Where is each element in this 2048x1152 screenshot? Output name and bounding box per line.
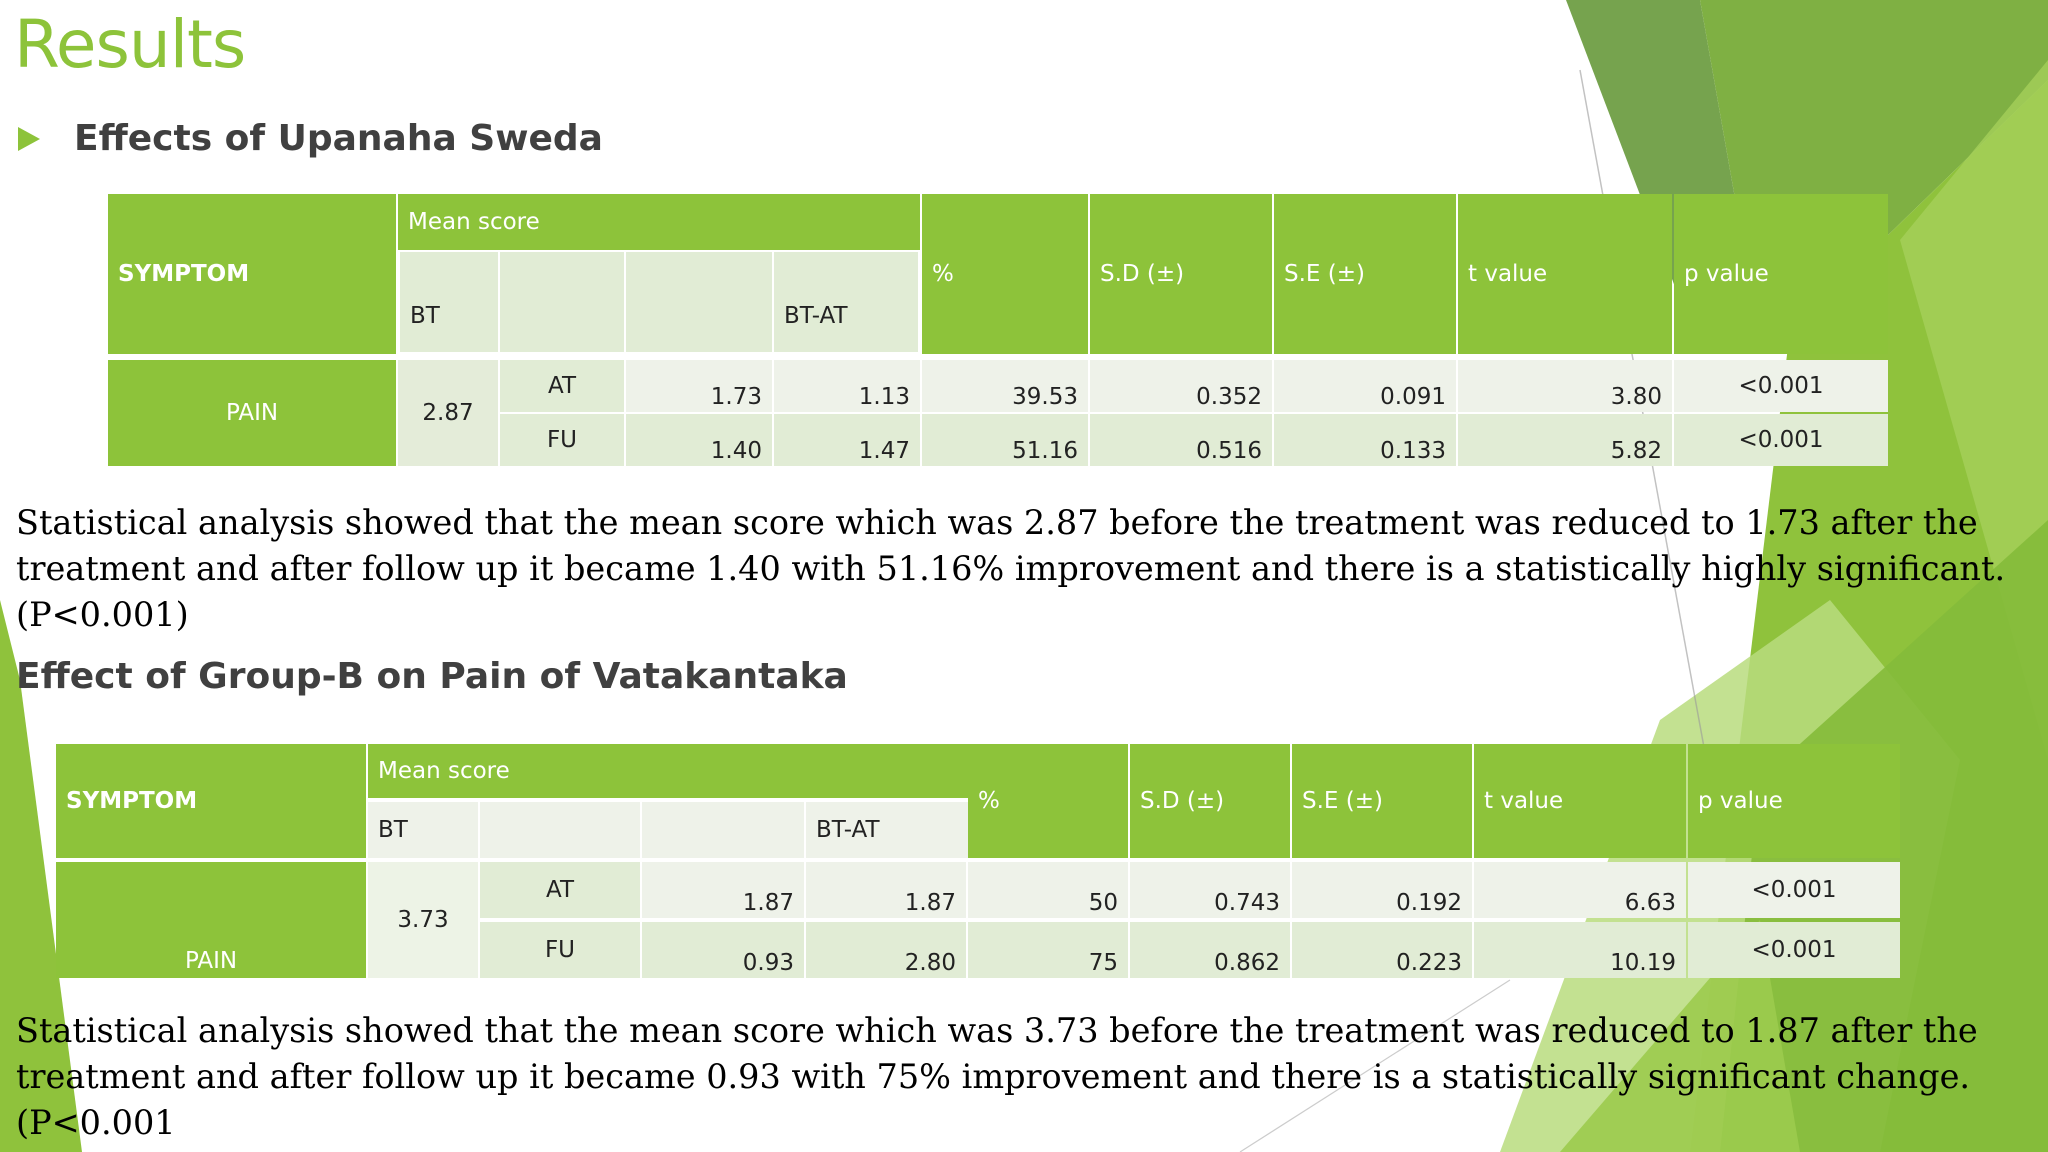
percent-fu: 51.16	[922, 414, 1088, 466]
percent-at: 50	[968, 862, 1128, 918]
header-blank-2	[626, 252, 772, 352]
symptom-pain: PAIN	[56, 862, 366, 978]
sd-at: 0.352	[1090, 360, 1272, 412]
p-fu: <0.001	[1674, 414, 1888, 466]
header-percent-cell: %	[968, 744, 1128, 858]
header-se: S.E (±)	[1274, 194, 1456, 354]
header-se: S.E (±)	[1292, 744, 1472, 858]
row-label-fu: FU	[500, 414, 624, 466]
row-label-fu: FU	[480, 922, 640, 978]
row-label-at: AT	[480, 862, 640, 918]
results-table-1: SYMPTOM Mean score BT BT-AT % S.D (±) S.…	[108, 194, 1890, 466]
section-2-title: Effect of Group-B on Pain of Vatakantaka	[16, 656, 848, 697]
percent-fu: 75	[968, 922, 1128, 978]
sd-at: 0.743	[1130, 862, 1290, 918]
analysis-paragraph-1: Statistical analysis showed that the mea…	[16, 503, 2006, 634]
header-mean-score: Mean score	[368, 744, 1022, 798]
mean-fu: 0.93	[642, 922, 804, 978]
bt-value: 3.73	[368, 862, 478, 978]
header-sd: S.D (±)	[1130, 744, 1290, 858]
diff-at: 1.13	[774, 360, 920, 412]
diff-fu: 1.47	[774, 414, 920, 466]
slide-title: Results	[14, 6, 246, 83]
symptom-pain-label: PAIN	[184, 948, 238, 974]
se-at: 0.091	[1274, 360, 1456, 412]
row-label-at: AT	[500, 360, 624, 412]
t-fu: 5.82	[1458, 414, 1672, 466]
analysis-paragraph-2: Statistical analysis showed that the mea…	[16, 1011, 1978, 1142]
header-symptom: SYMPTOM	[108, 194, 396, 354]
header-percent: %	[922, 194, 1088, 354]
header-t-value: t value	[1474, 744, 1686, 858]
t-at: 6.63	[1474, 862, 1686, 918]
diff-fu: 2.80	[806, 922, 966, 978]
header-p-value: p value	[1674, 194, 1888, 354]
header-sd: S.D (±)	[1090, 194, 1272, 354]
t-fu: 10.19	[1474, 922, 1686, 978]
p-at: <0.001	[1688, 862, 1900, 918]
header-blank-1	[500, 252, 624, 352]
header-t-value: t value	[1458, 194, 1672, 354]
header-bt-at: BT-AT	[774, 252, 918, 352]
se-fu: 0.223	[1292, 922, 1472, 978]
header-bt: BT	[400, 252, 498, 352]
results-table-2: SYMPTOM Mean score BT BT-AT % % S.D (±) …	[56, 744, 1902, 978]
p-fu: <0.001	[1688, 922, 1900, 978]
mean-fu: 1.40	[626, 414, 772, 466]
bt-value: 2.87	[398, 360, 498, 466]
p-at: <0.001	[1674, 360, 1888, 412]
header-mean-score: Mean score	[398, 194, 920, 250]
header-p-value: p value	[1688, 744, 1900, 858]
percent-at: 39.53	[922, 360, 1088, 412]
mean-at: 1.73	[626, 360, 772, 412]
diff-at: 1.87	[806, 862, 966, 918]
subtitle-row: Effects of Upanaha Sweda	[18, 118, 603, 159]
subtitle: Effects of Upanaha Sweda	[74, 118, 603, 159]
se-at: 0.192	[1292, 862, 1472, 918]
header-bt: BT	[368, 802, 478, 858]
header-symptom: SYMPTOM	[56, 744, 366, 858]
sd-fu: 0.516	[1090, 414, 1272, 466]
header-blank-1	[480, 802, 640, 858]
se-fu: 0.133	[1274, 414, 1456, 466]
mean-at: 1.87	[642, 862, 804, 918]
header-blank-2	[642, 802, 804, 858]
symptom-pain: PAIN	[108, 360, 396, 466]
t-at: 3.80	[1458, 360, 1672, 412]
sd-fu: 0.862	[1130, 922, 1290, 978]
triangle-bullet-icon	[18, 126, 40, 151]
